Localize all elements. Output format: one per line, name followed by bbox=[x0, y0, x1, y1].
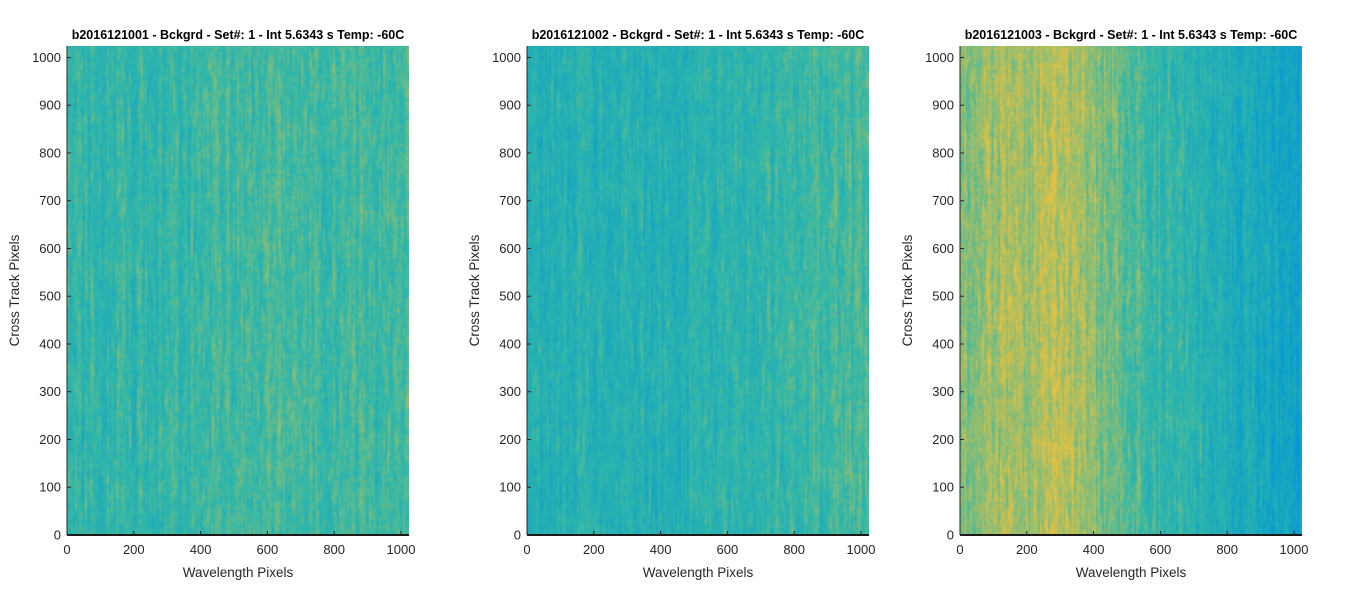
x-tick-label: 800 bbox=[783, 542, 805, 557]
x-tick-label: 0 bbox=[956, 542, 963, 557]
heatmap-panel-2: 0 200 400 600 800 1000 0 100 200 300 400 500 600 700 8… bbox=[467, 28, 875, 580]
y-tick-label: 0 bbox=[54, 528, 61, 543]
y-tick-label: 400 bbox=[39, 336, 61, 351]
x-tick-label: 400 bbox=[650, 542, 672, 557]
y-tick-label: 1000 bbox=[32, 50, 61, 65]
y-tick-label: 800 bbox=[39, 145, 61, 160]
y-tick-label: 800 bbox=[932, 145, 954, 160]
y-tick-label: 100 bbox=[499, 480, 521, 495]
y-tick-label: 0 bbox=[514, 528, 521, 543]
x-tick-label: 200 bbox=[1016, 542, 1038, 557]
y-tick-label: 900 bbox=[499, 98, 521, 113]
x-tick-label: 400 bbox=[190, 542, 212, 557]
x-tick-label: 1000 bbox=[847, 542, 876, 557]
heatmap-image bbox=[960, 46, 1302, 535]
chart-title: b2016121002 - Bckgrd - Set#: 1 - Int 5.6… bbox=[532, 28, 865, 42]
heatmap-image bbox=[67, 46, 409, 535]
x-tick-label: 800 bbox=[323, 542, 345, 557]
x-tick-label: 600 bbox=[717, 542, 739, 557]
y-tick-label: 600 bbox=[39, 241, 61, 256]
y-tick-label: 1000 bbox=[925, 50, 954, 65]
y-tick-label: 400 bbox=[932, 336, 954, 351]
chart-title: b2016121003 - Bckgrd - Set#: 1 - Int 5.6… bbox=[965, 28, 1298, 42]
x-tick-label: 1000 bbox=[387, 542, 416, 557]
y-tick-label: 500 bbox=[932, 289, 954, 304]
x-tick-label: 1000 bbox=[1280, 542, 1309, 557]
x-tick-label: 600 bbox=[1150, 542, 1172, 557]
heatmap-panel-1: 0 200 400 600 800 1000 0 100 200 300 400 500 600 700 8… bbox=[7, 28, 415, 580]
heatmap-image bbox=[527, 46, 869, 535]
y-tick-label: 700 bbox=[39, 193, 61, 208]
x-tick-label: 800 bbox=[1216, 542, 1238, 557]
y-tick-label: 600 bbox=[499, 241, 521, 256]
x-axis-label: Wavelength Pixels bbox=[183, 565, 294, 580]
y-tick-label: 300 bbox=[499, 384, 521, 399]
x-tick-label: 400 bbox=[1083, 542, 1105, 557]
x-tick-label: 200 bbox=[583, 542, 605, 557]
y-tick-label: 100 bbox=[932, 480, 954, 495]
y-tick-label: 100 bbox=[39, 480, 61, 495]
y-axis-label: Cross Track Pixels bbox=[7, 234, 22, 346]
x-axis-label: Wavelength Pixels bbox=[643, 565, 754, 580]
x-tick-label: 200 bbox=[123, 542, 145, 557]
y-tick-label: 200 bbox=[39, 432, 61, 447]
y-tick-label: 800 bbox=[499, 145, 521, 160]
y-tick-label: 200 bbox=[932, 432, 954, 447]
y-tick-label: 1000 bbox=[492, 50, 521, 65]
x-axis-label: Wavelength Pixels bbox=[1076, 565, 1187, 580]
y-tick-label: 600 bbox=[932, 241, 954, 256]
y-tick-label: 500 bbox=[39, 289, 61, 304]
x-tick-label: 0 bbox=[523, 542, 530, 557]
y-tick-label: 900 bbox=[932, 98, 954, 113]
x-tick-label: 600 bbox=[257, 542, 279, 557]
y-tick-label: 900 bbox=[39, 98, 61, 113]
y-axis-label: Cross Track Pixels bbox=[900, 234, 915, 346]
heatmap-panel-3: 0 200 400 600 800 1000 0 100 200 300 400 500 600 700 8… bbox=[900, 28, 1308, 580]
y-tick-label: 300 bbox=[39, 384, 61, 399]
x-tick-label: 0 bbox=[63, 542, 70, 557]
y-tick-label: 0 bbox=[947, 528, 954, 543]
y-tick-label: 300 bbox=[932, 384, 954, 399]
y-tick-label: 200 bbox=[499, 432, 521, 447]
y-axis-label: Cross Track Pixels bbox=[467, 234, 482, 346]
y-tick-label: 700 bbox=[932, 193, 954, 208]
y-tick-label: 700 bbox=[499, 193, 521, 208]
y-tick-label: 400 bbox=[499, 336, 521, 351]
chart-title: b2016121001 - Bckgrd - Set#: 1 - Int 5.6… bbox=[72, 28, 405, 42]
y-tick-label: 500 bbox=[499, 289, 521, 304]
